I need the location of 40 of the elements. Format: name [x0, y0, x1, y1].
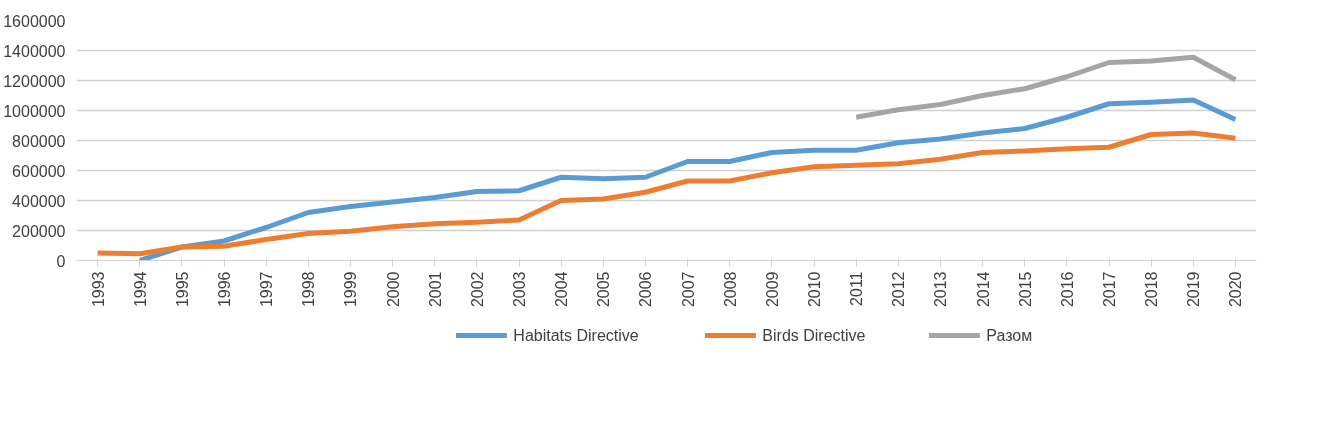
- x-tick-label: 2008: [721, 271, 739, 308]
- x-tick-label: 1997: [258, 271, 276, 308]
- x-tick-label: 2019: [1185, 271, 1203, 308]
- legend-label: Разом: [986, 327, 1033, 344]
- x-tick-label: 2016: [1058, 271, 1076, 308]
- x-tick-label: 2013: [932, 271, 950, 308]
- x-tick-label: 2005: [595, 271, 613, 308]
- legend-label: Birds Directive: [762, 327, 866, 344]
- x-tick-label: 2000: [384, 271, 402, 308]
- y-tick-label: 400000: [12, 192, 66, 210]
- x-tick-label: 1996: [216, 271, 233, 308]
- x-tick-label: 2012: [890, 271, 908, 308]
- x-tick-label: 2007: [679, 271, 697, 308]
- x-tick-label: 1994: [131, 271, 149, 308]
- x-tick-label: 2003: [511, 271, 528, 308]
- x-tick-label: 2004: [553, 271, 571, 308]
- x-tick-label: 1998: [300, 271, 318, 308]
- x-tick-label: 2015: [1016, 271, 1034, 308]
- x-tick-label: 2009: [763, 271, 781, 308]
- x-tick-label: 2020: [1227, 271, 1245, 308]
- x-tick-label: 1999: [342, 271, 360, 308]
- x-tick-label: 2010: [806, 271, 823, 308]
- y-tick-label: 1400000: [3, 42, 66, 60]
- x-tick-label: 2011: [848, 271, 866, 306]
- legend-label: Habitats Directive: [513, 327, 639, 344]
- y-tick-label: 200000: [12, 222, 66, 240]
- x-tick-label: 2017: [1101, 271, 1118, 308]
- x-tick-label: 2002: [468, 271, 486, 308]
- y-tick-label: 1600000: [3, 12, 66, 30]
- y-tick-label: 600000: [12, 162, 66, 180]
- y-tick-label: 1000000: [3, 102, 66, 120]
- x-tick-label: 2006: [637, 271, 655, 308]
- x-tick-label: 1995: [173, 271, 191, 308]
- y-tick-label: 800000: [12, 132, 66, 150]
- x-tick-label: 2014: [974, 271, 992, 308]
- y-tick-label: 1200000: [3, 72, 66, 90]
- x-tick-label: 2018: [1143, 271, 1161, 308]
- y-tick-label: 0: [56, 252, 66, 270]
- x-tick-label: 2001: [426, 271, 444, 308]
- x-tick-label: 1993: [89, 271, 107, 308]
